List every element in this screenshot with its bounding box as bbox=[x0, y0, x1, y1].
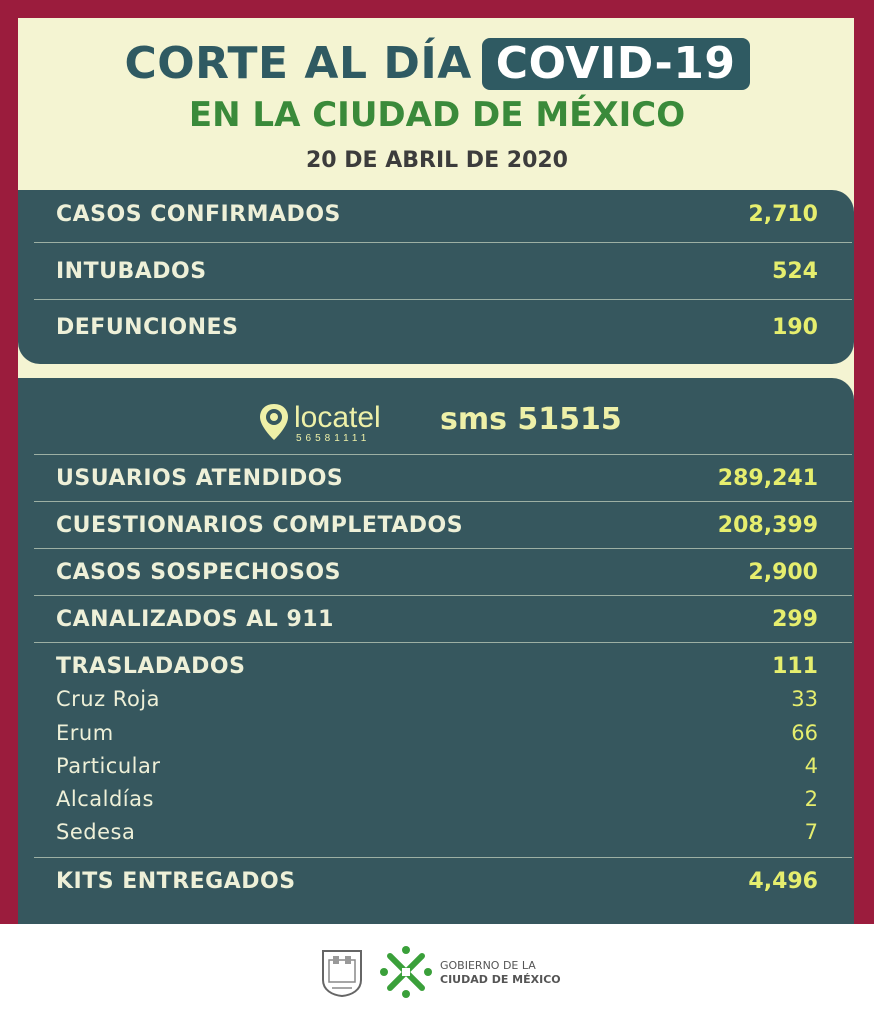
page-subtitle: EN LA CIUDAD DE MÉXICO bbox=[188, 95, 686, 135]
locatel-phone: 56581111 bbox=[296, 433, 370, 444]
row-value: 524 bbox=[772, 259, 818, 284]
locatel-logo: locatel 56581111 bbox=[260, 401, 381, 444]
cdmx-shield-icon bbox=[322, 950, 362, 998]
row-label: CUESTIONARIOS COMPLETADOS bbox=[56, 513, 464, 538]
covid-badge: COVID-19 bbox=[481, 38, 750, 90]
trasladados-item: Particular 4 bbox=[34, 750, 818, 783]
divider bbox=[34, 548, 852, 549]
item-value: 33 bbox=[791, 687, 818, 711]
divider bbox=[34, 857, 852, 858]
row-label: CASOS SOSPECHOSOS bbox=[56, 560, 341, 585]
trasladados-item: Sedesa 7 bbox=[34, 816, 818, 849]
divider bbox=[34, 642, 852, 643]
stats-row-canalizados: CANALIZADOS AL 911 299 bbox=[34, 598, 818, 642]
locatel-panel: locatel 56581111 sms 51515 USUARIOS ATEN… bbox=[18, 378, 854, 924]
summary-row-intubados: INTUBADOS 524 bbox=[34, 250, 818, 294]
item-value: 66 bbox=[791, 721, 818, 745]
item-label: Sedesa bbox=[56, 820, 136, 844]
trasladados-item: Erum 66 bbox=[34, 717, 818, 750]
item-value: 4 bbox=[804, 754, 818, 778]
item-value: 7 bbox=[804, 820, 818, 844]
item-label: Alcaldías bbox=[56, 787, 154, 811]
divider bbox=[34, 501, 852, 502]
row-value: 208,399 bbox=[717, 513, 818, 538]
government-line2: CIUDAD DE MÉXICO bbox=[440, 973, 561, 986]
trasladados-item: Alcaldías 2 bbox=[34, 783, 818, 816]
row-label: DEFUNCIONES bbox=[56, 315, 239, 340]
stats-row-sospechosos: CASOS SOSPECHOSOS 2,900 bbox=[34, 551, 818, 595]
row-value: 2,900 bbox=[748, 560, 818, 585]
stats-row-cuestionarios: CUESTIONARIOS COMPLETADOS 208,399 bbox=[34, 504, 818, 548]
locatel-logo-text: locatel bbox=[294, 401, 381, 434]
locatel-header: locatel 56581111 sms 51515 bbox=[258, 400, 638, 450]
divider bbox=[34, 454, 852, 455]
summary-panel: CASOS CONFIRMADOS 2,710 INTUBADOS 524 DE… bbox=[18, 190, 854, 364]
cdmx-logo-icon bbox=[380, 946, 432, 998]
row-label: TRASLADADOS bbox=[56, 654, 246, 679]
item-label: Erum bbox=[56, 721, 114, 745]
summary-row-confirmados: CASOS CONFIRMADOS 2,710 bbox=[34, 193, 818, 237]
item-value: 2 bbox=[804, 787, 818, 811]
row-label: CANALIZADOS AL 911 bbox=[56, 607, 334, 632]
item-label: Cruz Roja bbox=[56, 687, 161, 711]
divider bbox=[34, 595, 852, 596]
divider bbox=[34, 299, 852, 300]
row-value: 289,241 bbox=[717, 466, 818, 491]
government-label: GOBIERNO DE LA CIUDAD DE MÉXICO bbox=[440, 959, 561, 987]
title-prefix: CORTE AL DÍA bbox=[124, 38, 472, 89]
page-title: CORTE AL DÍA COVID-19 bbox=[0, 38, 874, 90]
row-label: USUARIOS ATENDIDOS bbox=[56, 466, 344, 491]
row-label: CASOS CONFIRMADOS bbox=[56, 202, 341, 227]
stats-row-usuarios: USUARIOS ATENDIDOS 289,241 bbox=[34, 457, 818, 501]
row-value: 299 bbox=[772, 607, 818, 632]
stats-row-trasladados: TRASLADADOS 111 bbox=[34, 645, 818, 689]
row-label: KITS ENTREGADOS bbox=[56, 869, 296, 894]
government-line1: GOBIERNO DE LA bbox=[440, 959, 536, 972]
row-value: 4,496 bbox=[748, 869, 818, 894]
item-label: Particular bbox=[56, 754, 161, 778]
summary-row-defunciones: DEFUNCIONES 190 bbox=[34, 306, 818, 350]
row-label: INTUBADOS bbox=[56, 259, 207, 284]
stats-row-kits: KITS ENTREGADOS 4,496 bbox=[34, 860, 818, 904]
divider bbox=[34, 242, 852, 243]
row-value: 190 bbox=[772, 315, 818, 340]
row-value: 111 bbox=[772, 654, 818, 679]
row-value: 2,710 bbox=[748, 202, 818, 227]
trasladados-item: Cruz Roja 33 bbox=[34, 683, 818, 716]
sms-number: sms 51515 bbox=[440, 402, 622, 437]
report-date: 20 DE ABRIL DE 2020 bbox=[305, 148, 568, 173]
